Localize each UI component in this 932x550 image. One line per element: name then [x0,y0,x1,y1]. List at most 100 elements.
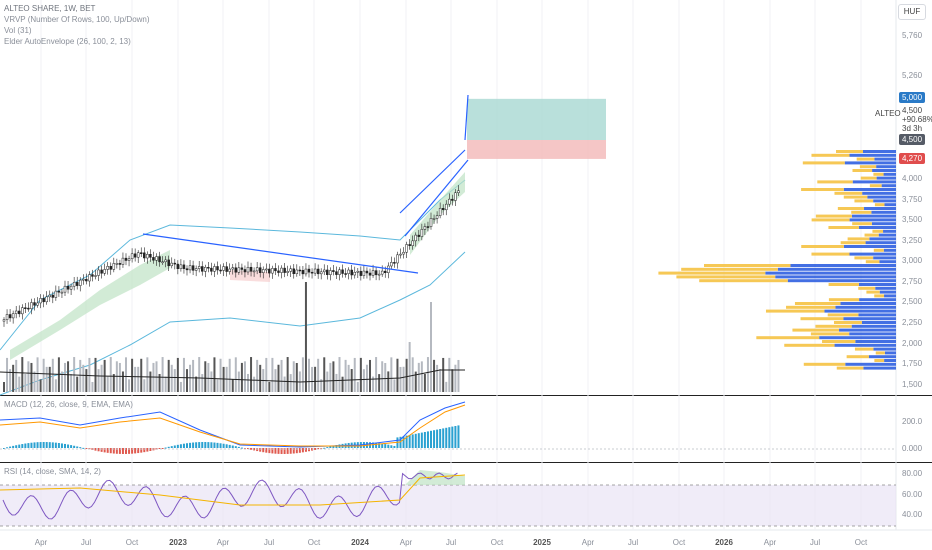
rsi-tick: 80.00 [902,469,923,478]
candle-body [106,266,109,270]
macd-histogram [402,436,405,448]
volume-profile-bar [658,271,766,275]
volume-bar [30,362,33,392]
candle-body [97,269,100,276]
volume-profile-bar [836,150,863,153]
chart-title[interactable]: ALTEO SHARE, 1W, BET [4,4,96,13]
macd-histogram [48,442,51,448]
volume-bar [82,364,85,392]
candle-body [341,269,344,274]
macd-histogram [332,445,335,448]
candle-body [344,273,347,275]
macd-histogram [85,448,88,449]
volume-bar [399,366,402,392]
price-tick: 3,500 [902,215,923,224]
volume-bar [216,379,219,392]
volume-bar [283,376,286,392]
volume-bar [176,357,179,392]
volume-bar [79,359,82,392]
time-axis-label: Jul [80,538,92,547]
candle-body [454,192,457,201]
macd-tick: 0.000 [902,444,923,453]
candle-body [429,218,433,227]
volume-bar [219,358,222,392]
candle-body [377,273,381,276]
candle-body [262,269,265,273]
candle-body [225,266,228,272]
volume-profile-bar [802,161,845,165]
macd-histogram [94,448,97,451]
macd-histogram [277,448,280,454]
candle-body [365,270,369,274]
candle-body [268,268,271,274]
candle-body [390,262,393,267]
macd-histogram [259,448,262,452]
macd-histogram [393,445,396,448]
volume-bar [402,366,405,392]
signal-line [0,404,466,447]
time-axis-label: Jul [263,538,275,547]
current-price-tag: 4,500 [899,134,926,145]
volume-bar [128,379,131,392]
last-price: 4,500 [902,106,923,115]
volume-bar [317,358,320,392]
candle-body [411,240,414,246]
macd-histogram [182,443,185,448]
macd-histogram [64,443,66,448]
macd-histogram [405,435,408,448]
time-axis-label: 2025 [533,538,551,547]
macd-histogram [228,444,231,448]
currency-button[interactable]: HUF [898,4,926,20]
candle-body [234,267,238,273]
envelope-fill [10,250,170,360]
macd-histogram [411,434,414,448]
time-axis-label: Apr [34,538,48,547]
volume-bar [426,357,429,392]
candle-body [188,265,192,271]
rsi-legend[interactable]: RSI (14, close, SMA, 14, 2) [4,467,101,476]
volume-bar [311,366,314,392]
price-tick: 1,750 [902,359,923,368]
candle-body [21,307,24,315]
volume-profile-bar [868,355,896,359]
candle-body [332,270,335,272]
volume-profile-bar [849,218,896,222]
volume-bar [91,381,94,392]
volume-bar [451,369,454,392]
volume-bar [131,358,134,392]
volume-profile-bar [884,351,896,355]
macd-legend[interactable]: MACD (12, 26, close, 9, EMA, EMA) [4,400,133,409]
legend-vrvp[interactable]: VRVP (Number Of Rows, 100, Up/Down) [4,15,150,24]
legend-volume[interactable]: Vol (31) [4,26,32,35]
volume-profile-bar [883,229,896,233]
volume-profile-bar [866,290,880,294]
time-axis-label: Jul [627,538,639,547]
time-axis-label: Apr [763,538,777,547]
volume-bar [390,357,393,392]
volume-profile-bar [784,343,835,347]
volume-bar [396,358,399,392]
candle-body [286,271,289,273]
macd-histogram [146,448,149,452]
volume-profile-bar [854,199,874,203]
macd-histogram [213,442,216,448]
volume-profile-bar [881,184,896,188]
volume-bar [378,374,381,392]
volume-profile-bar [854,256,874,260]
candle-body [368,272,372,276]
macd-histogram [18,444,21,448]
candle-body [194,268,198,271]
volume-bar [347,364,350,392]
volume-bar [247,373,249,392]
candle-body [36,302,39,306]
candle-body [384,270,387,273]
macd-histogram [265,448,268,453]
candle-body [347,269,350,274]
macd-histogram [256,448,259,452]
legend-elder-envelope[interactable]: Elder AutoEnvelope (26, 100, 2, 13) [4,37,131,46]
volume-bar [341,376,344,392]
macd-histogram [179,444,182,448]
volume-bar [350,369,353,392]
macd-histogram [42,442,45,448]
